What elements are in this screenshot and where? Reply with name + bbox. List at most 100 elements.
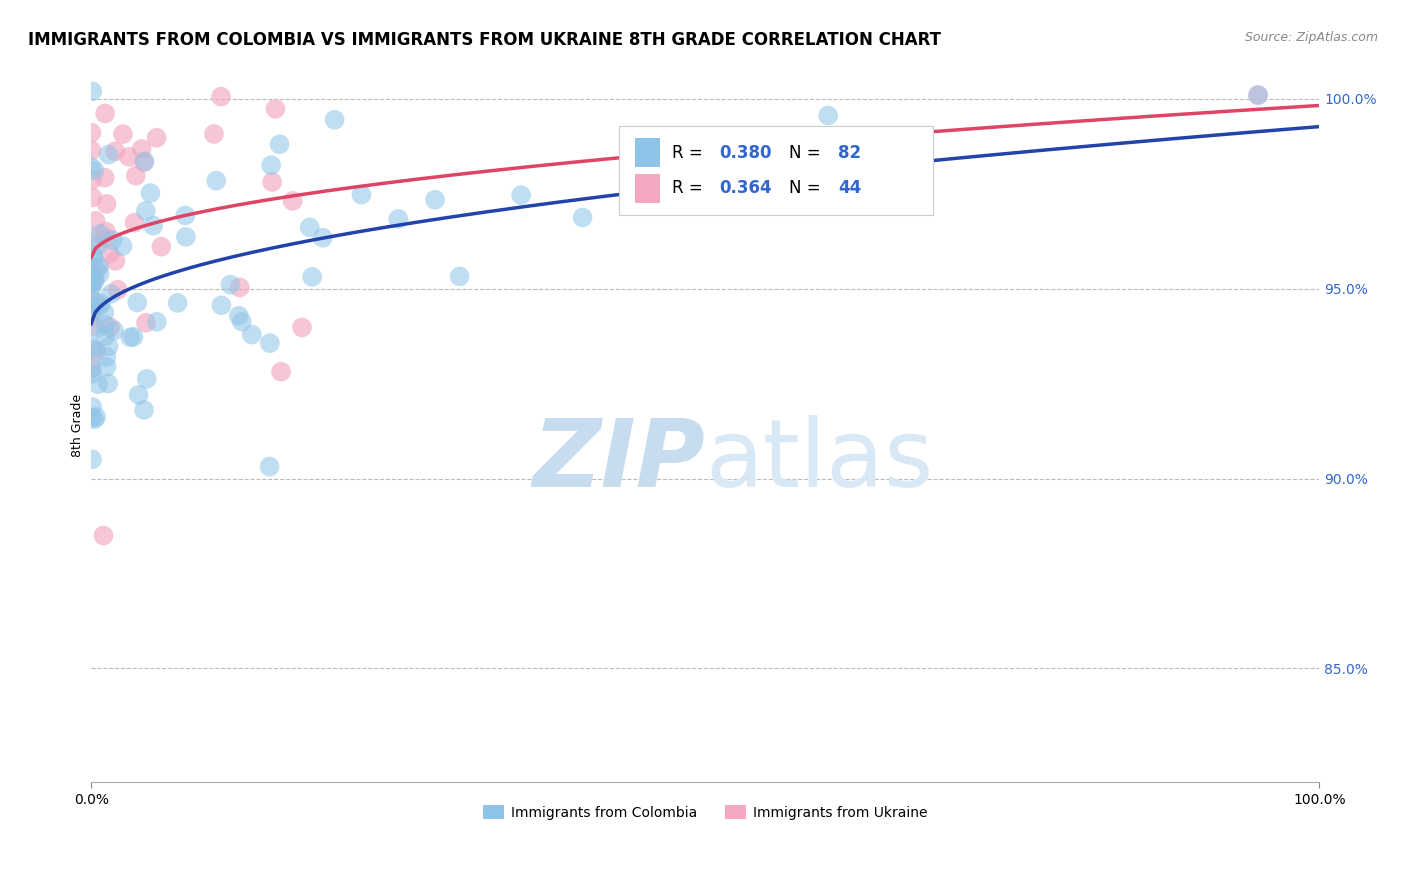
Immigrants from Colombia <box>101 233 124 247</box>
Immigrants from Ukraine <box>262 175 284 189</box>
Immigrants from Ukraine <box>84 295 107 310</box>
Immigrants from Colombia <box>83 343 105 357</box>
Immigrants from Colombia <box>449 269 471 284</box>
Text: ZIP: ZIP <box>533 415 706 508</box>
Immigrants from Ukraine <box>80 126 103 140</box>
Immigrants from Colombia <box>87 238 110 252</box>
Immigrants from Ukraine <box>82 190 104 204</box>
Immigrants from Ukraine <box>80 308 103 322</box>
Immigrants from Ukraine <box>264 102 287 116</box>
Text: N =: N = <box>789 144 825 161</box>
Immigrants from Colombia <box>301 269 323 284</box>
Immigrants from Ukraine <box>80 318 103 333</box>
Immigrants from Ukraine <box>132 155 155 169</box>
Immigrants from Ukraine <box>150 240 173 254</box>
Immigrants from Colombia <box>97 147 120 161</box>
Immigrants from Colombia <box>259 336 281 351</box>
FancyBboxPatch shape <box>636 174 659 202</box>
Immigrants from Colombia <box>97 339 120 353</box>
Immigrants from Colombia <box>80 361 103 376</box>
Immigrants from Ukraine <box>94 106 117 120</box>
Text: atlas: atlas <box>706 415 934 508</box>
Text: 0.380: 0.380 <box>718 144 772 161</box>
Immigrants from Ukraine <box>107 283 129 297</box>
Immigrants from Colombia <box>96 359 118 374</box>
Immigrants from Colombia <box>134 154 156 169</box>
Immigrants from Colombia <box>231 315 253 329</box>
Immigrants from Ukraine <box>80 144 103 158</box>
Immigrants from Colombia <box>142 219 165 233</box>
Immigrants from Colombia <box>80 410 103 425</box>
FancyBboxPatch shape <box>619 126 932 215</box>
Immigrants from Colombia <box>83 412 105 426</box>
Immigrants from Colombia <box>135 204 157 219</box>
Immigrants from Colombia <box>1247 88 1270 103</box>
Immigrants from Colombia <box>80 367 103 381</box>
Immigrants from Colombia <box>240 327 263 342</box>
Immigrants from Colombia <box>80 160 103 174</box>
Immigrants from Colombia <box>111 239 134 253</box>
Immigrants from Colombia <box>89 259 111 273</box>
Immigrants from Colombia <box>93 305 115 319</box>
Text: 0.364: 0.364 <box>718 179 772 197</box>
Immigrants from Colombia <box>817 108 839 122</box>
Immigrants from Colombia <box>387 211 409 226</box>
Immigrants from Colombia <box>94 318 117 332</box>
Immigrants from Colombia <box>82 299 104 313</box>
Immigrants from Ukraine <box>135 316 157 330</box>
Immigrants from Ukraine <box>94 225 117 239</box>
Immigrants from Colombia <box>84 273 107 287</box>
Immigrants from Ukraine <box>104 145 127 159</box>
Immigrants from Colombia <box>100 286 122 301</box>
Immigrants from Colombia <box>510 188 533 202</box>
Immigrants from Ukraine <box>86 233 108 247</box>
Immigrants from Colombia <box>695 161 717 175</box>
Text: N =: N = <box>789 179 825 197</box>
Immigrants from Colombia <box>84 409 107 424</box>
Immigrants from Ukraine <box>104 254 127 268</box>
Immigrants from Ukraine <box>270 365 292 379</box>
Immigrants from Colombia <box>146 315 169 329</box>
Immigrants from Colombia <box>228 309 250 323</box>
Immigrants from Colombia <box>103 324 125 338</box>
Immigrants from Colombia <box>571 211 593 225</box>
Immigrants from Ukraine <box>96 197 118 211</box>
Immigrants from Ukraine <box>86 261 108 276</box>
Y-axis label: 8th Grade: 8th Grade <box>72 394 84 457</box>
Immigrants from Ukraine <box>80 361 103 376</box>
Legend: Immigrants from Colombia, Immigrants from Ukraine: Immigrants from Colombia, Immigrants fro… <box>478 799 934 825</box>
Immigrants from Ukraine <box>98 320 121 334</box>
Immigrants from Ukraine <box>94 231 117 245</box>
Immigrants from Colombia <box>80 280 103 294</box>
Immigrants from Ukraine <box>228 280 250 294</box>
Immigrants from Colombia <box>80 341 103 355</box>
Immigrants from Colombia <box>135 372 157 386</box>
Immigrants from Colombia <box>89 299 111 313</box>
Immigrants from Colombia <box>219 277 242 292</box>
Text: R =: R = <box>672 179 709 197</box>
Immigrants from Ukraine <box>93 528 115 542</box>
Immigrants from Colombia <box>128 388 150 402</box>
Immigrants from Ukraine <box>125 169 148 183</box>
Immigrants from Ukraine <box>111 127 134 141</box>
Immigrants from Colombia <box>80 303 103 318</box>
Immigrants from Colombia <box>174 230 197 244</box>
Immigrants from Ukraine <box>82 172 104 186</box>
Immigrants from Colombia <box>323 112 346 127</box>
Immigrants from Colombia <box>96 350 118 364</box>
Immigrants from Ukraine <box>86 344 108 359</box>
Immigrants from Colombia <box>122 330 145 344</box>
Immigrants from Colombia <box>80 452 103 467</box>
FancyBboxPatch shape <box>636 138 659 167</box>
Immigrants from Colombia <box>89 267 111 281</box>
Text: 82: 82 <box>838 144 860 161</box>
Immigrants from Colombia <box>83 251 105 265</box>
Immigrants from Ukraine <box>93 170 115 185</box>
Immigrants from Ukraine <box>124 216 146 230</box>
Immigrants from Ukraine <box>281 194 304 208</box>
Immigrants from Ukraine <box>83 269 105 284</box>
Immigrants from Ukraine <box>80 269 103 284</box>
Immigrants from Colombia <box>120 330 142 344</box>
Immigrants from Colombia <box>80 276 103 290</box>
Immigrants from Colombia <box>174 209 197 223</box>
